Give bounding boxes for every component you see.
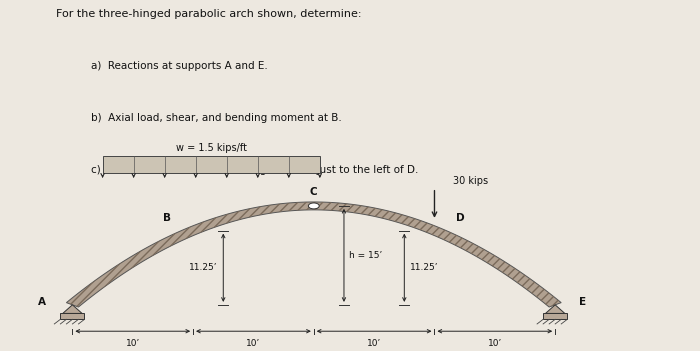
Text: A: A <box>38 297 46 307</box>
Text: 30 kips: 30 kips <box>453 176 488 186</box>
Text: 10’: 10’ <box>367 339 382 348</box>
Text: b)  Axial load, shear, and bending moment at B.: b) Axial load, shear, and bending moment… <box>91 113 342 123</box>
Text: E: E <box>580 297 587 307</box>
Text: B: B <box>163 213 172 223</box>
Text: 10’: 10’ <box>246 339 260 348</box>
Text: 10’: 10’ <box>125 339 140 348</box>
Text: 10’: 10’ <box>488 339 502 348</box>
Polygon shape <box>60 313 85 319</box>
Circle shape <box>309 203 319 209</box>
Polygon shape <box>63 305 82 313</box>
Text: h = 15’: h = 15’ <box>349 251 382 260</box>
Text: w = 1.5 kips/ft: w = 1.5 kips/ft <box>176 143 246 153</box>
Text: a)  Reactions at supports A and E.: a) Reactions at supports A and E. <box>91 61 267 71</box>
Text: For the three-hinged parabolic arch shown, determine:: For the three-hinged parabolic arch show… <box>56 9 361 19</box>
Text: D: D <box>456 213 465 223</box>
Text: c)  Axial load, shear, and bending moment just to the left of D.: c) Axial load, shear, and bending moment… <box>91 165 419 176</box>
Text: 11.25’: 11.25’ <box>189 263 217 272</box>
Polygon shape <box>545 305 565 313</box>
Polygon shape <box>66 202 561 307</box>
Text: C: C <box>310 187 318 197</box>
Text: 11.25’: 11.25’ <box>410 263 439 272</box>
Polygon shape <box>543 313 567 319</box>
Polygon shape <box>103 157 320 173</box>
